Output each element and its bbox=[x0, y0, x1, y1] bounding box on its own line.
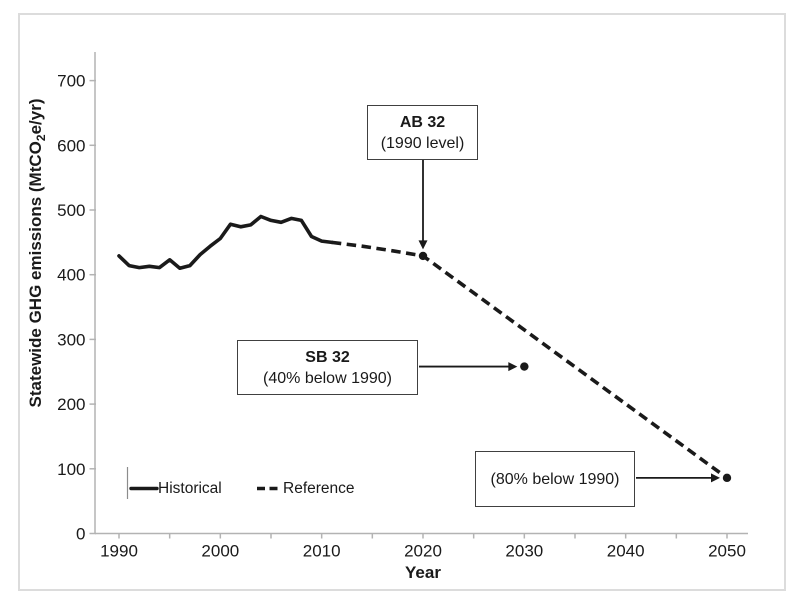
y-tick-label: 200 bbox=[57, 395, 85, 414]
x-tick-label: 2050 bbox=[708, 542, 746, 561]
y-tick-label: 100 bbox=[57, 460, 85, 479]
x-tick-label: 1990 bbox=[100, 542, 138, 561]
y-axis-title: Statewide GHG emissions (MtCO2e/yr) bbox=[26, 99, 48, 408]
x-tick-label: 2040 bbox=[607, 542, 645, 561]
x-tick-label: 2010 bbox=[303, 542, 341, 561]
y-axis-title-post: e/yr) bbox=[25, 98, 45, 135]
annotation-arrowhead-down bbox=[418, 240, 428, 250]
annotation-80pct: (80% below 1990) bbox=[475, 451, 635, 507]
y-tick-label: 300 bbox=[57, 330, 85, 349]
y-tick-label: 400 bbox=[57, 266, 85, 285]
x-axis-title: Year bbox=[405, 563, 441, 582]
target-marker-2030 bbox=[520, 362, 529, 371]
x-tick-label: 2030 bbox=[505, 542, 543, 561]
annotation-arrowhead-right bbox=[508, 362, 518, 372]
annotation-80pct-text: (80% below 1990) bbox=[490, 470, 620, 488]
annotation-ab32-title: AB 32 bbox=[399, 113, 446, 131]
y-tick-label: 600 bbox=[57, 136, 85, 155]
annotation-sb32-text: (40% below 1990) bbox=[263, 369, 392, 387]
series-line-historical bbox=[117, 214, 334, 271]
y-tick-label: 0 bbox=[76, 525, 85, 544]
series-line-reference bbox=[331, 240, 729, 480]
y-tick-label: 500 bbox=[57, 201, 85, 220]
target-marker-2050 bbox=[722, 473, 732, 483]
x-tick-label: 2020 bbox=[404, 542, 442, 561]
y-axis-title-sub: 2 bbox=[34, 134, 49, 142]
target-marker-2020 bbox=[418, 251, 428, 261]
y-tick-label: 700 bbox=[57, 72, 85, 91]
annotation-sb32: SB 32 (40% below 1990) bbox=[237, 340, 418, 395]
legend-label-historical: Historical bbox=[158, 480, 222, 497]
annotation-sb32-title: SB 32 bbox=[305, 348, 350, 366]
y-axis-title-pre: Statewide GHG emissions (MtCO bbox=[25, 141, 45, 408]
x-tick-label: 2000 bbox=[201, 542, 239, 561]
legend-label-reference: Reference bbox=[283, 480, 355, 497]
annotation-ab32: AB 32 (1990 level) bbox=[367, 105, 478, 160]
annotation-arrowhead-right bbox=[711, 473, 720, 483]
annotation-ab32-text: (1990 level) bbox=[380, 134, 465, 152]
